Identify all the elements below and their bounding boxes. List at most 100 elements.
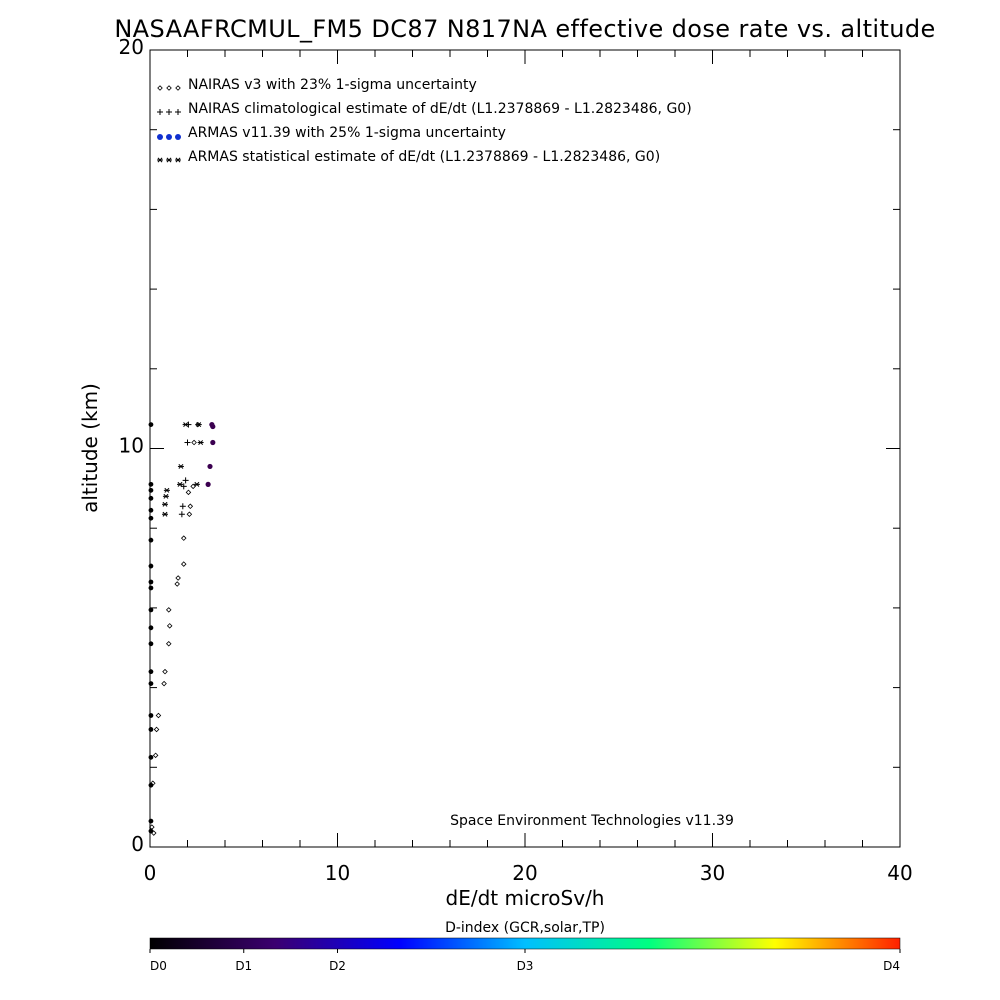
armas-point [148, 515, 154, 521]
armas-point [148, 828, 154, 834]
armas-statistical-point [162, 493, 169, 499]
legend-text: NAIRAS v3 with 23% 1-sigma uncertainty [188, 77, 477, 93]
y-tick-label: 0 [131, 832, 144, 856]
x-tick-label: 40 [887, 861, 912, 885]
nairas-point [187, 503, 194, 510]
nairas-point [165, 640, 172, 647]
colorbar [149, 937, 901, 950]
armas-statistical-point [163, 487, 170, 493]
nairas-climatology-point [182, 477, 189, 484]
legend-text: ARMAS statistical estimate of dE/dt (L1.… [188, 149, 660, 165]
armas-point [148, 669, 154, 675]
armas-point [148, 782, 154, 788]
colorbar-title: D-index (GCR,solar,TP) [445, 920, 605, 936]
armas-point [210, 439, 216, 446]
legend-item: ARMAS v11.39 with 25% 1-sigma uncertaint… [157, 125, 506, 141]
legend-item: NAIRAS climatological estimate of dE/dt … [157, 101, 692, 117]
plot-frame [149, 49, 901, 848]
armas-point [148, 713, 154, 718]
data-points [148, 421, 216, 836]
nairas-point [166, 623, 173, 629]
legend-marker [157, 157, 163, 163]
legend-marker [175, 109, 181, 115]
armas-point [148, 727, 154, 732]
y-tick-label: 10 [119, 434, 144, 458]
x-tick-label: 10 [325, 861, 350, 885]
x-tick-label: 0 [144, 861, 157, 885]
nairas-point [155, 712, 162, 719]
legend-text: NAIRAS climatological estimate of dE/dt … [188, 101, 692, 117]
nairas-point [161, 680, 167, 687]
legend-marker [157, 85, 163, 91]
armas-point [148, 641, 154, 647]
nairas-point [162, 668, 168, 675]
legend-marker [175, 157, 181, 163]
y-tick-labels: 0 10 20 [119, 35, 144, 856]
nairas-point [152, 752, 159, 759]
nairas-point [191, 439, 197, 446]
armas-point [148, 579, 154, 585]
armas-statistical-point [182, 422, 189, 428]
colorbar-tick-label: D1 [235, 959, 252, 973]
legend-marker [157, 109, 163, 115]
nairas-point [180, 561, 187, 567]
nairas-point [186, 511, 193, 518]
nairas-point [153, 726, 160, 733]
colorbar-tick-label: D2 [329, 959, 346, 973]
colorbar-ticks: D0 D1 D2 D3 D4 [149, 949, 901, 973]
nairas-point [190, 483, 196, 490]
legend: NAIRAS v3 with 23% 1-sigma uncertainty NA… [157, 77, 692, 165]
colorbar-tick-label: D4 [883, 959, 900, 973]
nairas-point [165, 607, 172, 613]
armas-point [205, 481, 211, 487]
y-axis-label: altitude (km) [78, 383, 102, 513]
nairas-climatology-point [184, 439, 191, 446]
legend-marker [157, 134, 163, 140]
nairas-point [175, 575, 181, 581]
armas-point [148, 507, 154, 513]
legend-marker [166, 85, 172, 91]
x-tick-label: 30 [700, 861, 725, 885]
legend-marker [175, 134, 181, 140]
armas-statistical-point [195, 422, 202, 428]
armas-statistical-point [177, 481, 183, 487]
armas-point [148, 625, 154, 631]
x-tick-labels: 0 10 20 30 40 [144, 861, 913, 885]
armas-statistical-point [193, 481, 200, 487]
armas-point [148, 422, 154, 427]
armas-point [148, 487, 154, 493]
legend-marker [175, 85, 181, 91]
armas-point [148, 481, 154, 487]
credit-text: Space Environment Technologies v11.39 [450, 813, 734, 829]
legend-marker [166, 109, 172, 115]
nairas-point [180, 535, 187, 541]
legend-marker [166, 134, 172, 140]
armas-statistical-point [162, 511, 168, 517]
armas-statistical-point [162, 501, 168, 507]
armas-point [148, 681, 154, 687]
legend-item: NAIRAS v3 with 23% 1-sigma uncertainty [157, 77, 477, 93]
nairas-climatology-point [179, 503, 186, 510]
x-axis-label: dE/dt microSv/h [446, 886, 605, 910]
x-tick-label: 20 [512, 861, 537, 885]
armas-statistical-point [197, 440, 204, 445]
colorbar-tick-label: D3 [517, 959, 534, 973]
armas-statistical-point [177, 463, 184, 469]
armas-point [209, 421, 215, 428]
chart-title: NASAAFRCMUL_FM5 DC87 N817NA effective do… [114, 15, 935, 43]
armas-point [207, 463, 213, 470]
legend-marker [166, 157, 172, 163]
axis-ticks [149, 49, 901, 848]
y-tick-label: 20 [119, 35, 144, 59]
legend-text: ARMAS v11.39 with 25% 1-sigma uncertaint… [188, 125, 506, 141]
nairas-point [185, 489, 192, 496]
armas-point [148, 818, 154, 824]
armas-point [148, 754, 154, 760]
armas-point [148, 607, 154, 613]
legend-item: ARMAS statistical estimate of dE/dt (L1.… [157, 149, 660, 165]
armas-point [148, 585, 154, 591]
nairas-climatology-point [178, 511, 185, 518]
colorbar-tick-label: D0 [150, 959, 167, 973]
armas-point [148, 495, 154, 501]
